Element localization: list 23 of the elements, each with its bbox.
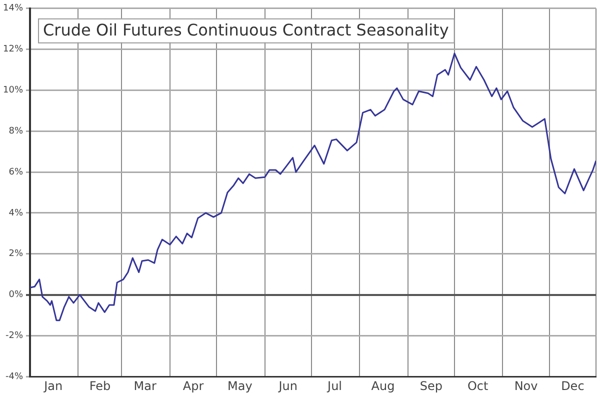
x-tick-label: Mar <box>134 378 156 393</box>
text: Crude Oil Futures Continuous Contract Seasonality <box>43 20 449 40</box>
x-tick-label: Dec <box>561 378 584 393</box>
y-tick-label: 14% <box>2 4 24 14</box>
y-tick-label: 2% <box>8 249 24 260</box>
y-tick-label: 10% <box>2 86 24 96</box>
x-tick-label: Aug <box>371 378 395 393</box>
x-tick-label: Oct <box>467 378 488 393</box>
x-tick-label: Jun <box>278 378 298 393</box>
y-tick-label: 4% <box>8 208 24 218</box>
x-tick-label: Jan <box>43 378 63 393</box>
x-tick-label: May <box>228 378 252 393</box>
x-tick-label: Nov <box>514 378 538 393</box>
x-tick-label: Apr <box>182 378 204 393</box>
y-tick-label: 12% <box>2 44 24 55</box>
y-tick-label: 8% <box>8 126 24 136</box>
x-tick-label: Feb <box>89 378 111 393</box>
y-tick-label: -4% <box>5 372 24 382</box>
y-tick-label: 6% <box>8 167 24 178</box>
y-tick-label: 0% <box>8 290 24 300</box>
x-tick-label: Sep <box>420 378 442 393</box>
y-tick-label: -2% <box>5 331 24 342</box>
x-tick-label: Jul <box>326 378 342 393</box>
